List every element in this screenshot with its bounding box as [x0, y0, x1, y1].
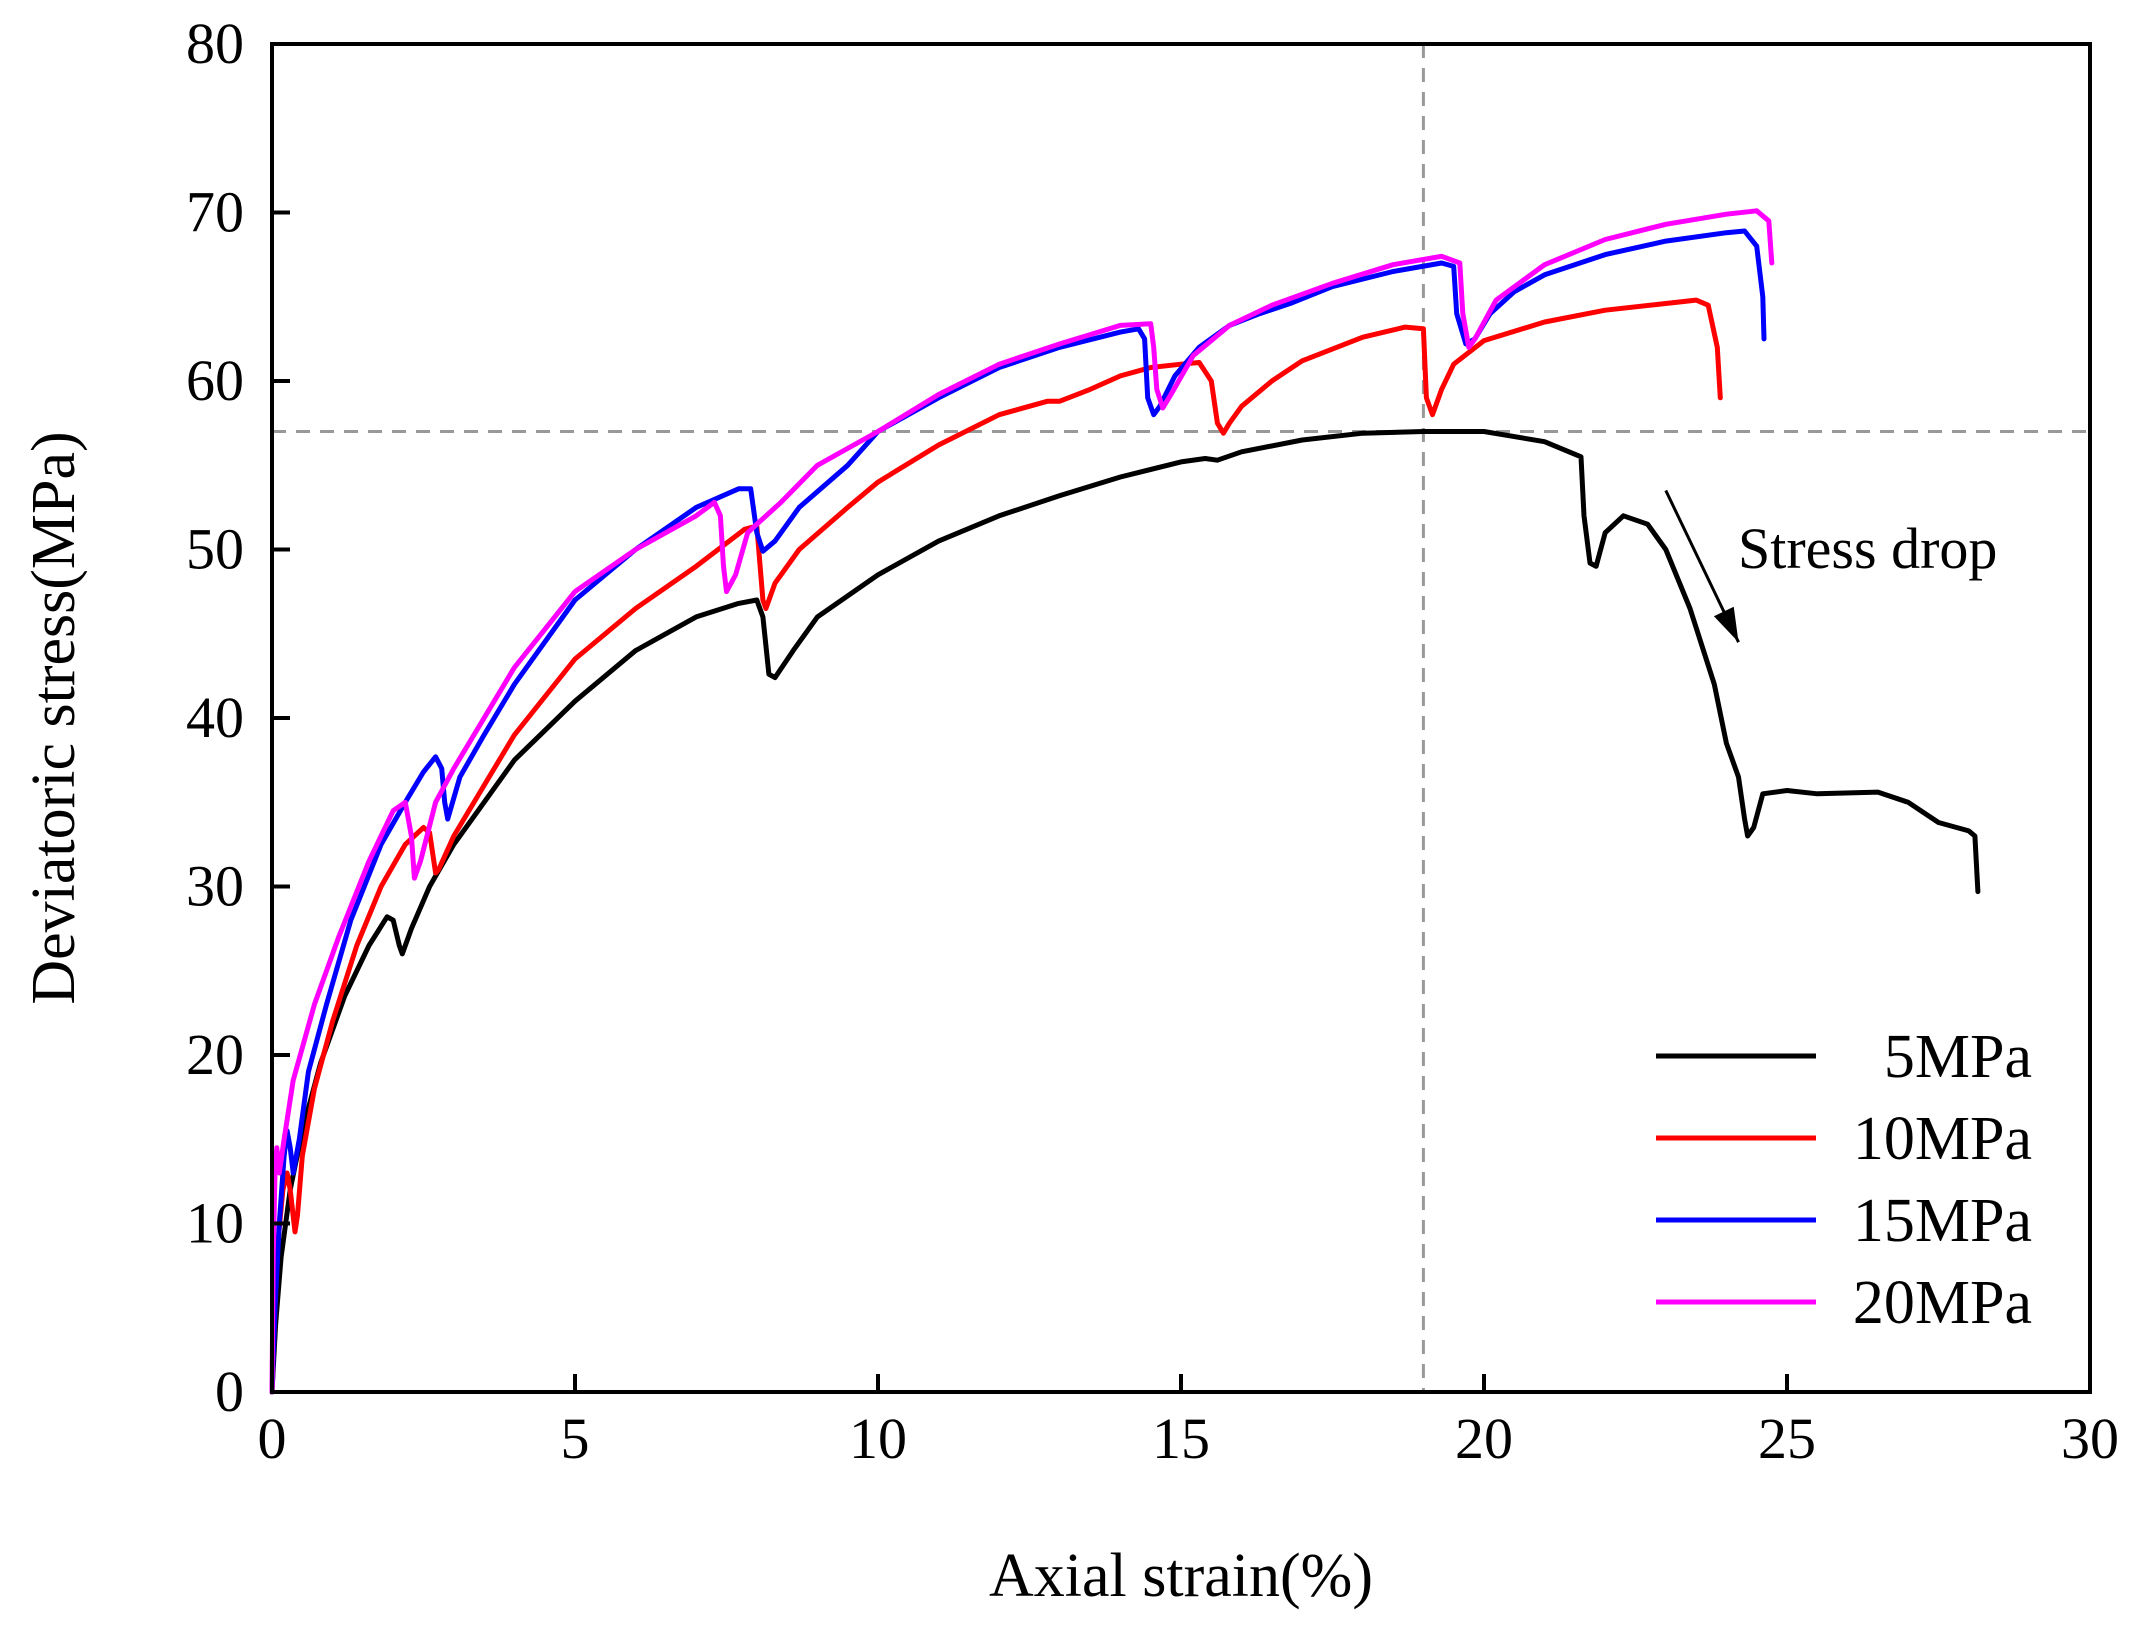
reference-lines	[272, 44, 2090, 1392]
legend-label-15MPa: 15MPa	[1853, 1187, 2032, 1255]
x-tick-label: 20	[1455, 1406, 1513, 1471]
legend-label-20MPa: 20MPa	[1853, 1269, 2032, 1337]
y-axis-title: Deviatoric stress(MPa)	[20, 431, 88, 1004]
x-tick-label: 5	[561, 1406, 590, 1471]
y-tick-label: 30	[186, 854, 244, 919]
x-tick-label: 0	[258, 1406, 287, 1471]
annotation-arrow-head	[1713, 606, 1739, 643]
x-axis-title: Axial strain(%)	[989, 1542, 1373, 1610]
y-tick-label: 80	[186, 11, 244, 76]
y-tick-label: 10	[186, 1191, 244, 1256]
x-tick-label: 15	[1152, 1406, 1210, 1471]
legend: 5MPa 10MPa 15MPa 20MPa	[1656, 1023, 2032, 1337]
y-tick-label: 70	[186, 180, 244, 245]
legend-label-5MPa: 5MPa	[1884, 1023, 2032, 1091]
legend-label-10MPa: 10MPa	[1853, 1105, 2032, 1173]
x-tick-label: 30	[2061, 1406, 2119, 1471]
y-tick-label: 50	[186, 517, 244, 582]
y-tick-label: 0	[215, 1359, 244, 1424]
annotation-text: Stress drop	[1738, 516, 1997, 581]
stress-drop-annotation: Stress drop	[1664, 489, 1997, 643]
x-tick-label: 10	[849, 1406, 907, 1471]
series-layer	[269, 208, 1981, 1395]
series-line-20MPa	[269, 208, 1775, 1395]
plot-frame	[270, 42, 2092, 1394]
series-line-15MPa	[269, 228, 1767, 1395]
y-tick-label: 40	[186, 685, 244, 750]
axis-ticks: 0 5 10 15 20 25 30 0 10 20 30 40 50 60 70 80	[186, 11, 2119, 1471]
series-line-5MPa	[269, 429, 1981, 1395]
x-tick-label: 25	[1758, 1406, 1816, 1471]
series-line-10MPa	[269, 297, 1723, 1395]
y-tick-label: 60	[186, 348, 244, 413]
y-tick-label: 20	[186, 1022, 244, 1087]
